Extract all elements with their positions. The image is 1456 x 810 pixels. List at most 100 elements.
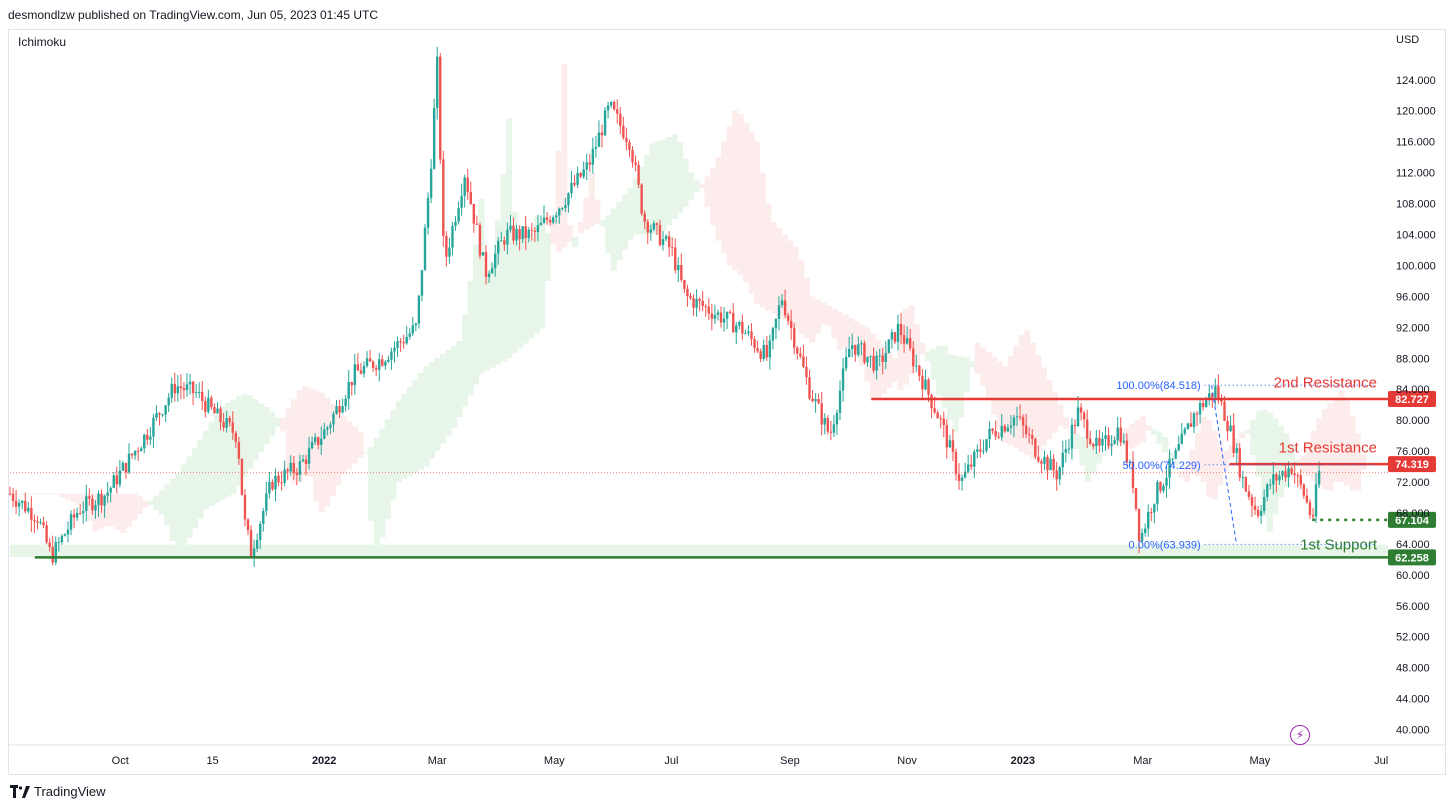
candle-body: [1278, 475, 1281, 481]
candle-body: [902, 335, 906, 344]
candle-body: [170, 383, 173, 398]
candle-body: [347, 381, 350, 399]
candle-body: [307, 448, 311, 464]
candle-body: [1147, 511, 1150, 529]
candle-body: [344, 398, 347, 407]
cloud-segment: [643, 155, 650, 235]
candle-body: [548, 220, 552, 223]
cloud-segment: [230, 399, 237, 494]
cloud-segment: [1128, 424, 1136, 449]
candle-body: [808, 377, 811, 399]
cloud-segment: [654, 141, 662, 235]
candle-body: [1162, 485, 1165, 491]
candle-body: [51, 547, 54, 563]
candle-body: [551, 217, 555, 223]
candle-body: [725, 311, 729, 319]
cloud-segment: [1018, 335, 1025, 452]
cloud-segment: [70, 493, 77, 502]
candle-body: [1006, 427, 1010, 432]
cloud-segment: [991, 356, 998, 415]
candle-body: [1153, 504, 1156, 513]
candle-body: [1043, 456, 1046, 464]
candle-body: [738, 321, 741, 326]
candle-body: [793, 328, 796, 348]
support-zone: [10, 544, 1388, 558]
cloud-segment: [632, 178, 639, 235]
candle-body: [21, 500, 24, 503]
candle-body: [533, 230, 537, 232]
y-tick-label: 68.000: [1396, 508, 1430, 520]
cloud-segment: [263, 406, 270, 445]
candle-body: [85, 496, 88, 511]
currency-label: USD: [1396, 34, 1420, 46]
candle-body: [994, 431, 997, 437]
candle-body: [799, 353, 802, 357]
candle-body: [36, 521, 39, 523]
cloud-segment: [539, 224, 546, 329]
cloud-segment: [1354, 433, 1362, 491]
candle-body: [1015, 416, 1019, 418]
cloud-segment: [1217, 440, 1224, 486]
candle-body: [509, 225, 512, 230]
cloud-segment: [577, 222, 584, 233]
candle-body: [1168, 458, 1171, 478]
cloud-segment: [1134, 420, 1141, 446]
candle-body: [564, 205, 567, 208]
candle-body: [176, 386, 180, 394]
candle-body: [545, 217, 549, 221]
candle-body: [860, 343, 863, 345]
candle-body: [701, 300, 704, 307]
candle-body: [210, 397, 213, 408]
indicator-label[interactable]: Ichimoku: [18, 35, 67, 49]
candle-body: [973, 451, 976, 467]
cloud-segment: [37, 493, 44, 495]
candle-body: [1028, 434, 1031, 436]
candle-body: [963, 471, 967, 478]
candle-body: [927, 379, 930, 395]
candle-body: [457, 207, 460, 222]
candle-body: [356, 364, 360, 371]
time-axis[interactable]: Oct 15 2022 Mar May Jul Sep Nov 2023 Mar May Jul: [8, 744, 1446, 767]
candle-body: [875, 355, 878, 371]
level-price-label: 82.727: [1395, 394, 1429, 406]
candle-body: [521, 226, 524, 240]
candle-body: [310, 441, 314, 449]
candle-body: [1241, 477, 1245, 479]
candle-body: [1223, 401, 1226, 421]
candle-body: [1290, 468, 1293, 474]
cloud-segment: [665, 137, 673, 226]
candle-body: [402, 342, 405, 344]
candle-body: [1220, 399, 1223, 402]
price-axis[interactable]: 40.000 44.000 48.000 52.000 56.000 60.000 64.0…: [1396, 75, 1436, 737]
candle-body: [628, 142, 631, 150]
candle-body: [674, 247, 677, 271]
candle-body: [167, 397, 170, 406]
cloud-segment: [373, 437, 380, 546]
cloud-segment: [1040, 367, 1047, 446]
cloud-segment: [969, 361, 976, 368]
cloud-segment: [417, 372, 424, 470]
candle-body: [689, 296, 692, 299]
candle-body: [558, 208, 561, 216]
x-tick-label: Sep: [780, 755, 800, 767]
candle-body: [313, 437, 317, 442]
cloud-segment: [109, 493, 116, 527]
candle-body: [259, 523, 262, 541]
candle-body: [94, 505, 97, 511]
candle-body: [228, 418, 231, 423]
candle-body: [280, 482, 283, 484]
candle-body: [112, 475, 115, 488]
candle-body: [243, 494, 247, 520]
cloud-segment: [572, 237, 579, 247]
cloud-segment: [274, 417, 281, 428]
candle-body: [249, 530, 253, 557]
candle-body: [747, 331, 750, 334]
cloud-segment: [495, 220, 502, 365]
candle-body: [716, 312, 720, 315]
candle-body: [1131, 461, 1135, 489]
candle-body: [374, 367, 378, 370]
lightning-icon[interactable]: ⚡: [1290, 725, 1310, 745]
candle-body: [1104, 435, 1107, 439]
cloud-segment: [621, 194, 628, 250]
